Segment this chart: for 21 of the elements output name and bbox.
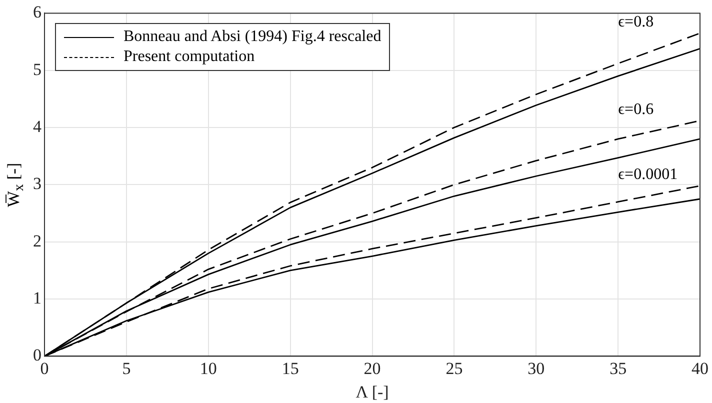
x-tick-label: 5 (122, 358, 131, 378)
x-tick-label: 40 (692, 358, 708, 378)
x-tick-label: 30 (528, 358, 545, 378)
legend-label: Present computation (124, 48, 255, 66)
y-tick-label: 6 (33, 2, 42, 22)
x-tick-label: 10 (200, 358, 217, 378)
y-tick-label: 3 (33, 174, 42, 194)
annotation: ϵ=0.0001 (618, 166, 678, 184)
annotation: ϵ=0.6 (618, 100, 654, 118)
y-tick-label: 5 (33, 60, 42, 79)
x-tick-label: 15 (282, 358, 299, 378)
x-axis-title: Λ [-] (356, 382, 389, 402)
x-tick-label: 25 (446, 358, 463, 378)
legend-label: Bonneau and Absi (1994) Fig.4 rescaled (124, 28, 382, 46)
x-tick-label: 35 (610, 358, 627, 378)
y-tick-label: 0 (33, 346, 42, 365)
y-tick-label: 1 (33, 288, 42, 308)
x-tick-label: 20 (364, 358, 381, 378)
annotation: ϵ=0.8 (618, 13, 654, 30)
y-tick-label: 2 (33, 231, 42, 250)
y-tick-label: 4 (33, 117, 42, 136)
